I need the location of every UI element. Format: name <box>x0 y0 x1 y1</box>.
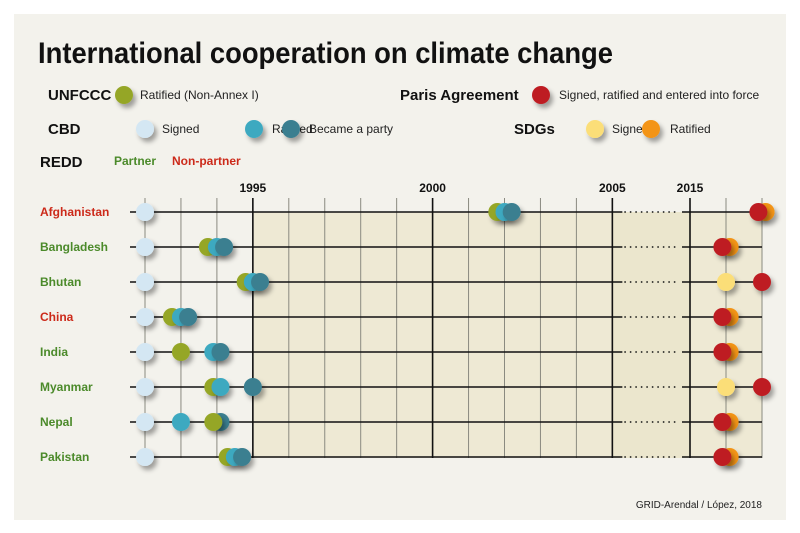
legend-swatch-cbd_signed <box>136 120 154 138</box>
point-cbd_party <box>243 378 262 396</box>
point-paris <box>713 413 732 431</box>
legend-swatch-cbd_ratified <box>245 120 263 138</box>
legend: UNFCCC Ratified (Non-Annex I) CBD Signed Rat… <box>40 86 759 171</box>
point-cbd_signed <box>136 273 154 291</box>
legend-redd-partner: Partner <box>114 154 156 168</box>
legend-entry-label: Ratified (Non-Annex I) <box>140 88 259 102</box>
point-cbd_signed <box>136 343 154 361</box>
country-label: Afghanistan <box>40 205 109 219</box>
point-cbd_party <box>215 238 234 256</box>
point-paris <box>753 273 771 291</box>
point-cbd_party <box>251 273 270 291</box>
legend-entry-label: Became a party <box>309 122 393 136</box>
country-label: Myanmar <box>40 380 93 394</box>
legend-entry-label: Signed <box>612 122 649 136</box>
x-tick-label: 2000 <box>419 181 446 195</box>
plot-area: 1995 2000 2005 2015 Afghanistan Bangladesh Bhu… <box>40 181 775 466</box>
country-label: Nepal <box>40 415 73 429</box>
legend-swatch-cbd_party <box>282 120 300 138</box>
legend-group-label: CBD <box>48 121 81 138</box>
country-label: Pakistan <box>40 450 89 464</box>
country-row-pakistan: Pakistan <box>40 448 762 466</box>
country-label: Bhutan <box>40 275 81 289</box>
x-tick-label: 2015 <box>677 181 704 195</box>
point-paris <box>713 308 732 326</box>
point-cbd_ratified <box>211 378 230 396</box>
point-unfccc_ratified <box>171 343 190 361</box>
point-sdg_signed <box>717 378 735 396</box>
country-row-myanmar: Myanmar <box>40 378 771 396</box>
legend-group-label: SDGs <box>514 121 555 138</box>
country-row-india: India <box>40 343 762 361</box>
point-cbd_ratified <box>171 413 190 431</box>
credit: GRID-Arendal / López, 2018 <box>636 500 763 511</box>
country-label: Bangladesh <box>40 240 108 254</box>
point-paris <box>713 448 732 466</box>
legend-swatch-sdg_signed <box>586 120 604 138</box>
point-cbd_signed <box>136 378 154 396</box>
legend-redd-non-partner: Non-partner <box>172 154 241 168</box>
country-row-nepal: Nepal <box>40 413 762 431</box>
legend-swatch-sdg_ratified <box>642 120 660 138</box>
point-cbd_signed <box>136 238 154 256</box>
country-row-afghanistan: Afghanistan <box>40 203 775 221</box>
point-paris <box>749 203 768 221</box>
point-cbd_party <box>233 448 252 466</box>
axis-break-region <box>612 212 690 458</box>
legend-swatch-paris <box>532 86 550 104</box>
point-cbd_party <box>211 343 230 361</box>
country-row-bhutan: Bhutan <box>40 273 771 291</box>
legend-entry-label: Signed <box>162 122 199 136</box>
country-row-china: China <box>40 308 762 326</box>
legend-group-label: Paris Agreement <box>400 87 519 104</box>
point-cbd_signed <box>136 448 154 466</box>
point-cbd_signed <box>136 308 154 326</box>
point-unfccc_ratified <box>204 413 223 431</box>
legend-redd-label: REDD <box>40 154 83 171</box>
point-cbd_party <box>502 203 521 221</box>
chart-title: International cooperation on climate cha… <box>38 37 613 70</box>
point-cbd_signed <box>136 413 154 431</box>
point-sdg_signed <box>717 273 735 291</box>
point-paris <box>713 343 732 361</box>
country-label: China <box>40 310 74 324</box>
legend-entry-label: Ratified <box>670 122 711 136</box>
point-paris <box>753 378 771 396</box>
legend-swatch-unfccc_ratified <box>115 86 133 104</box>
legend-group-label: UNFCCC <box>48 87 111 104</box>
country-label: India <box>40 345 68 359</box>
legend-entry-label: Signed, ratified and entered into force <box>559 88 759 102</box>
x-tick-label: 1995 <box>239 181 266 195</box>
country-row-bangladesh: Bangladesh <box>40 238 762 256</box>
point-paris <box>713 238 732 256</box>
point-cbd_party <box>179 308 198 326</box>
point-cbd_signed <box>136 203 154 221</box>
x-tick-label: 2005 <box>599 181 626 195</box>
